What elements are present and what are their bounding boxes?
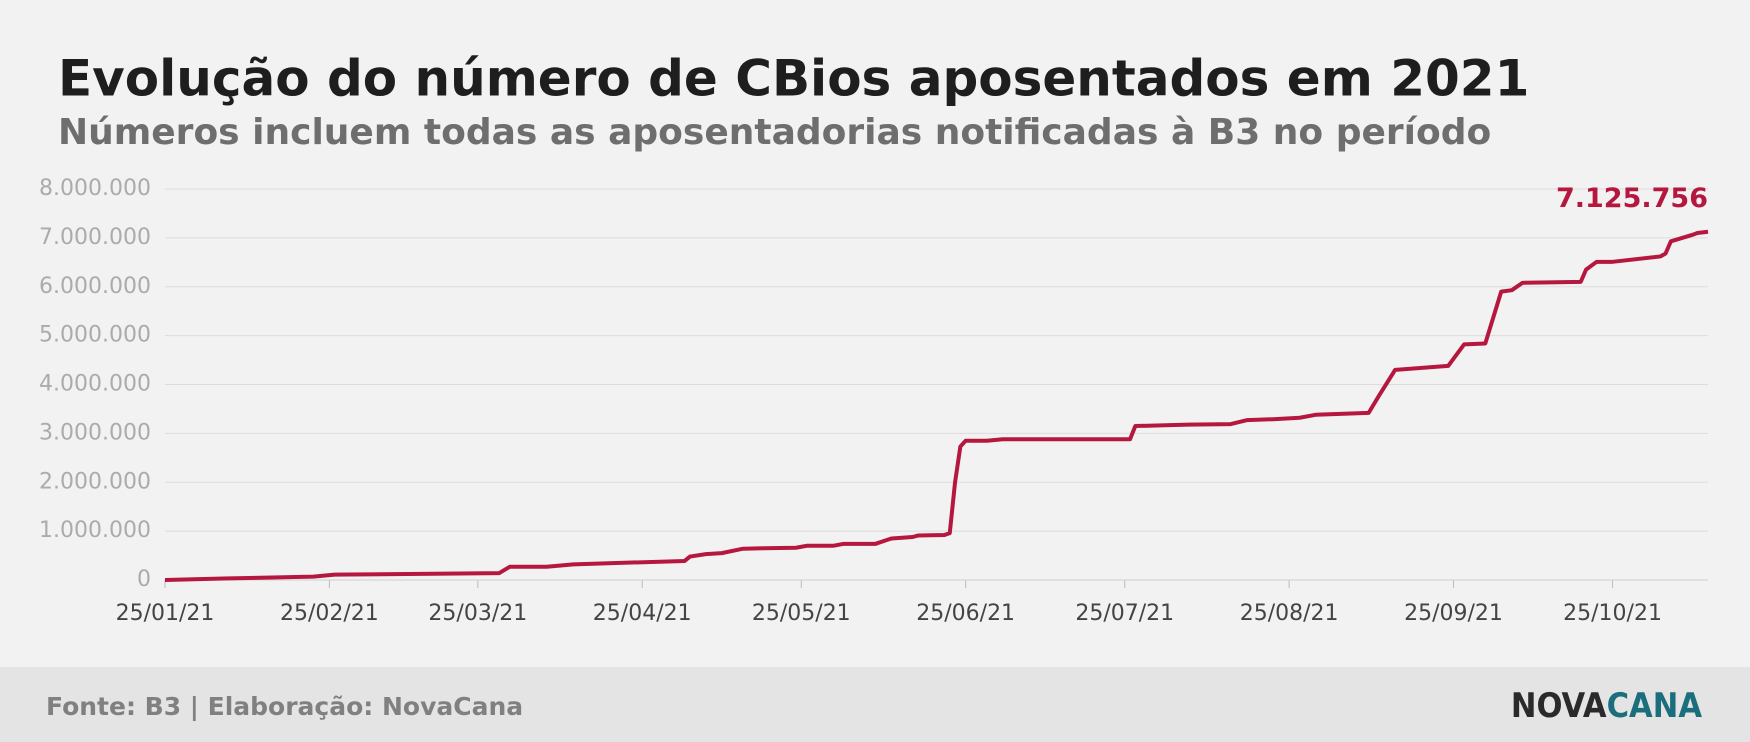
y-tick-label: 8.000.000 <box>39 176 151 201</box>
x-tick-label: 25/08/21 <box>1240 601 1339 626</box>
footer-band <box>0 667 1750 742</box>
y-tick-label: 4.000.000 <box>39 372 151 397</box>
data-line <box>164 229 1709 582</box>
chart-title: Evolução do número de CBios aposentados … <box>58 50 1529 108</box>
x-tick-label: 25/01/21 <box>116 601 215 626</box>
logo: NOVACANA <box>1511 686 1702 726</box>
source: Fonte: B3 | Elaboração: NovaCana <box>46 692 523 721</box>
chart-subtitle: Números incluem todas as aposentadorias … <box>58 112 1491 153</box>
value-label: 7.125.756 <box>1556 183 1708 214</box>
x-tick-label: 25/06/21 <box>916 601 1015 626</box>
y-tick-label: 0 <box>137 567 151 592</box>
y-tick-label: 3.000.000 <box>39 420 151 445</box>
x-tick-label: 25/05/21 <box>752 601 851 626</box>
x-tick-label: 25/04/21 <box>593 601 692 626</box>
logo-part: CANA <box>1607 686 1703 726</box>
x-tick-label: 25/10/21 <box>1563 601 1662 626</box>
y-tick-label: 6.000.000 <box>39 274 151 299</box>
y-tick-label: 7.000.000 <box>39 225 151 250</box>
logo-part: NOVA <box>1511 686 1607 726</box>
x-tick-label: 25/02/21 <box>280 601 379 626</box>
y-tick-label: 1.000.000 <box>39 518 151 543</box>
y-tick-label: 2.000.000 <box>39 469 151 494</box>
x-tick-label: 25/03/21 <box>428 601 527 626</box>
x-tick-label: 25/09/21 <box>1404 601 1503 626</box>
x-tick-label: 25/07/21 <box>1075 601 1174 626</box>
y-tick-label: 5.000.000 <box>39 323 151 348</box>
